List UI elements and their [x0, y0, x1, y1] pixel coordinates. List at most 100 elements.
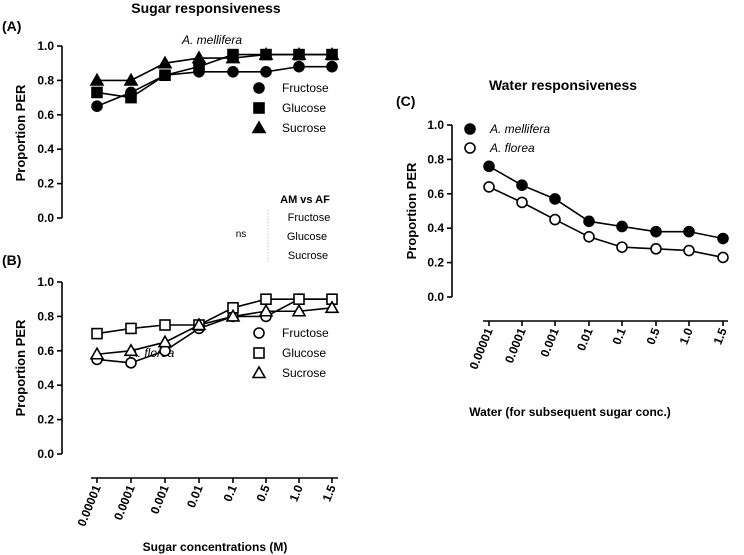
- panel-b-point-glucose: [293, 293, 305, 306]
- panel-b-point-glucose: [260, 293, 272, 306]
- panel-c-xtick-label: 1.0: [677, 326, 696, 347]
- panel-b-ytick-label: 0.2: [37, 413, 54, 427]
- panel-c-legend-label-a-mellifera: A. mellifera: [489, 122, 550, 136]
- stats-result: ns: [236, 229, 247, 240]
- panel-a-point-sucrose: [291, 46, 307, 60]
- panel-b-point-glucose: [91, 327, 103, 340]
- panel-c-xtick-label: 1.5: [711, 326, 730, 347]
- panel-a-point-fructose: [293, 60, 305, 73]
- panel-b-point-sucrose: [225, 308, 241, 322]
- panel-b-point-sucrose: [123, 343, 139, 357]
- panel-a-point-sucrose: [89, 72, 105, 86]
- panel-c-xtick-label: 0.1: [610, 326, 629, 347]
- panel-a-legend-label-glucose: Glucose: [282, 101, 326, 115]
- panel-c-xtick-label: 0.5: [644, 326, 663, 347]
- panel-b-point-sucrose: [157, 334, 173, 348]
- panel-c-plot: 0.0 0.2 0.4 0.6 0.8 1.0 0.00001 0.0001 0.001 0.01…: [427, 118, 730, 371]
- panel-a-ylabel: Proportion PER: [13, 84, 28, 181]
- panel-b-legend-label-fructose: Fructose: [282, 326, 329, 340]
- panel-b-legend-marker-glucose: [253, 347, 265, 359]
- panel-c-xtick-label: 0.01: [574, 326, 596, 353]
- panel-a-species: A. mellifera: [181, 33, 242, 47]
- panel-a-point-fructose: [326, 60, 338, 73]
- panel-b-ylabel: Proportion PER: [13, 319, 28, 416]
- panel-b-legend-marker-fructose: [253, 327, 265, 339]
- panel-c-legend-marker-a-mellifera: [464, 123, 476, 135]
- panel-a-ytick-label: 0.8: [37, 73, 54, 87]
- panel-b-xtick-label: 0.001: [148, 483, 172, 516]
- stats-item-fructose: Fructose: [288, 212, 331, 224]
- panel-b-xtick-label: 0.00001: [75, 483, 104, 529]
- panel-a-point-glucose: [159, 69, 171, 82]
- panel-a-plot: 0.0 0.2 0.4 0.6 0.8 1.0 Fructose Glucose Sucrose: [37, 39, 340, 225]
- panel-a-legend-marker-sucrose: [251, 120, 267, 134]
- panel-c-point-a-florea: [616, 241, 628, 253]
- panel-b-point-sucrose: [324, 300, 340, 314]
- panel-b-series-line-sucrose: [96, 307, 333, 356]
- shared-xlabel: Sugar concentrations (M): [143, 540, 288, 554]
- panel-c-point-a-florea: [683, 244, 695, 257]
- panel-a-ytick-label: 0.4: [37, 142, 54, 156]
- panel-a-point-glucose: [91, 86, 103, 99]
- panel-c-point-a-florea: [483, 181, 495, 193]
- stats-title: AM vs AF: [280, 194, 330, 206]
- panel-c-title: Water responsiveness: [489, 77, 637, 93]
- panel-b-xtick-label: 0.1: [221, 483, 240, 504]
- panel-a-point-sucrose: [191, 50, 207, 64]
- panel-a-legend-label-fructose: Fructose: [282, 81, 329, 95]
- panel-c-point-a-mellifera: [583, 215, 595, 228]
- panel-c-point-a-mellifera: [483, 160, 495, 173]
- panel-a-point-fructose: [227, 66, 239, 78]
- panel-c-point-a-mellifera: [650, 225, 662, 238]
- panel-c-xtick-label: 0.0001: [502, 326, 529, 366]
- panel-b-ytick-label: 0.8: [37, 309, 54, 323]
- panel-b-xtick-label: 1.0: [287, 483, 306, 504]
- panel-c-point-a-mellifera: [516, 179, 528, 191]
- panel-b-legend-label-sucrose: Sucrose: [282, 366, 326, 380]
- panel-c-xlabel: Water (for subsequent sugar conc.): [469, 405, 671, 419]
- panel-b-label: (B): [2, 252, 21, 268]
- panel-b-point-sucrose: [89, 346, 105, 360]
- panel-a-point-fructose: [91, 100, 103, 112]
- panel-b-ytick-label: 0.4: [37, 378, 54, 392]
- panel-c-point-a-mellifera: [683, 225, 695, 238]
- panel-a-point-glucose: [125, 91, 137, 104]
- panel-a-legend-marker-glucose: [253, 102, 265, 114]
- panel-c-ytick-label: 0.6: [427, 187, 444, 201]
- panel-c-point-a-mellifera: [717, 232, 729, 245]
- panel-b-plot: 0.0 0.2 0.4 0.6 0.8 1.0 0.00001 0.0001 0.001 0.01…: [37, 275, 340, 529]
- panel-a-ytick-label: 1.0: [37, 39, 54, 53]
- panel-b-ytick-label: 0.0: [37, 447, 54, 461]
- panel-b-point-glucose: [125, 322, 137, 335]
- panel-c-legend-label-a-florea: A. florea: [489, 141, 535, 155]
- panel-c-point-a-florea: [717, 251, 729, 264]
- panel-b-legend-label-glucose: Glucose: [282, 346, 326, 360]
- panel-b-xtick-label: 1.5: [320, 483, 339, 504]
- panel-b-xtick-label: 0.0001: [111, 483, 138, 523]
- panel-b-point-sucrose: [191, 317, 207, 331]
- panel-b-xtick-label: 0.5: [254, 483, 273, 504]
- panel-a-point-sucrose: [123, 72, 139, 86]
- panel-c-point-a-mellifera: [616, 220, 628, 233]
- panel-a-point-sucrose: [258, 46, 274, 60]
- panel-b-ytick-label: 1.0: [37, 275, 54, 289]
- panel-c-ytick-label: 0.2: [427, 256, 444, 270]
- panel-b-point-glucose: [159, 319, 171, 331]
- panel-c-ytick-label: 0.4: [427, 221, 444, 235]
- panel-a-point-fructose: [260, 66, 272, 78]
- panel-a-legend-label-sucrose: Sucrose: [282, 121, 326, 135]
- panel-b-xtick-label: 0.01: [184, 483, 206, 510]
- stats-item-glucose: Glucose: [287, 231, 327, 243]
- panel-a-ytick-label: 0.0: [37, 211, 54, 225]
- panel-a-point-sucrose: [225, 50, 241, 64]
- panel-a-label: (A): [2, 18, 21, 34]
- panel-c-point-a-florea: [583, 231, 595, 243]
- panel-a-point-sucrose: [324, 46, 340, 60]
- panel-c-ytick-label: 1.0: [427, 118, 444, 132]
- panel-c-ytick-label: 0.8: [427, 152, 444, 166]
- panel-a-point-sucrose: [157, 55, 173, 69]
- panel-b-point-sucrose: [291, 303, 307, 317]
- panel-c-point-a-florea: [516, 196, 528, 209]
- panel-b-point-fructose: [125, 357, 137, 369]
- panel-c-legend-marker-a-florea: [464, 142, 476, 154]
